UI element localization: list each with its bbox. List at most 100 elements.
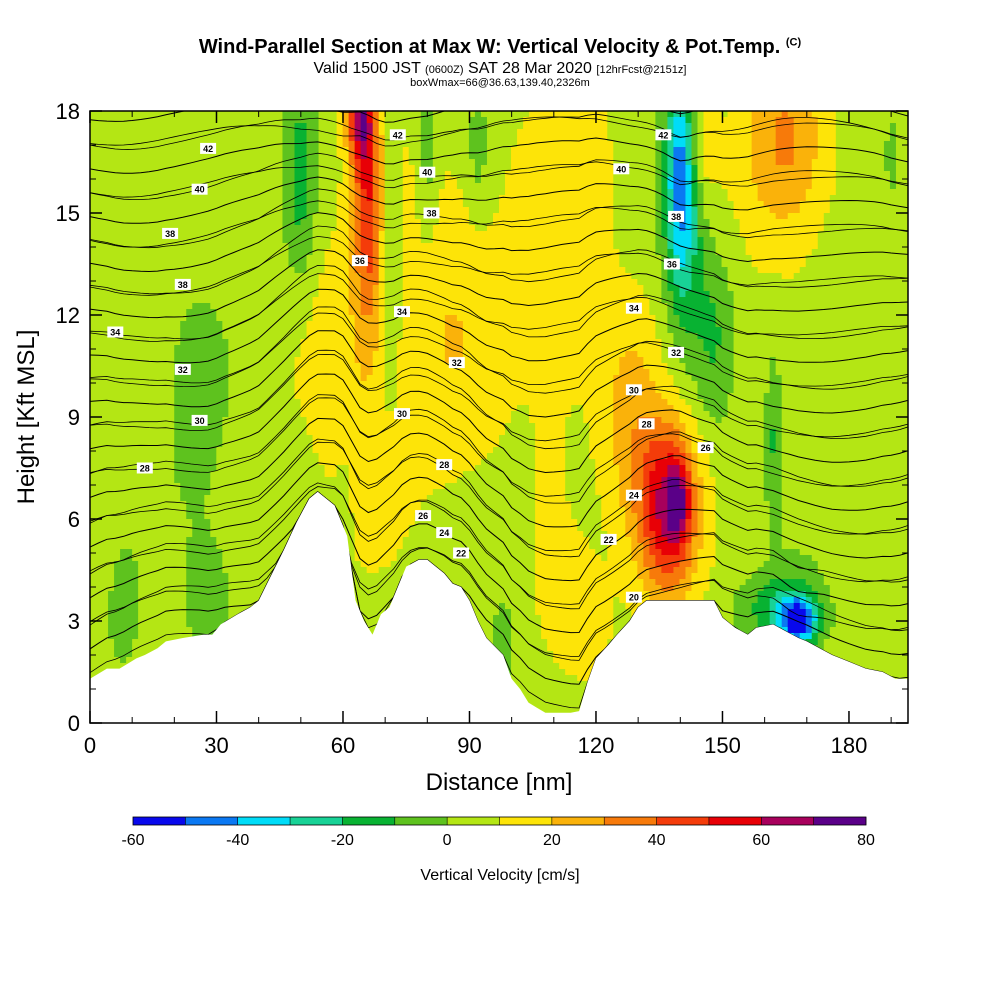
velocity-cell	[372, 315, 380, 322]
velocity-cell	[228, 147, 235, 154]
velocity-cell	[126, 279, 133, 286]
velocity-cell	[637, 111, 644, 118]
velocity-cell	[150, 291, 157, 298]
velocity-cell	[571, 267, 578, 274]
velocity-cell	[727, 297, 735, 304]
velocity-cell	[390, 225, 398, 232]
velocity-cell	[727, 183, 735, 190]
velocity-cell	[841, 291, 849, 298]
velocity-cell	[108, 177, 115, 184]
velocity-cell	[402, 111, 410, 118]
velocity-cell	[529, 255, 536, 262]
velocity-cell	[132, 189, 139, 196]
velocity-cell	[577, 117, 584, 124]
velocity-cell	[162, 195, 169, 202]
velocity-cell	[240, 207, 247, 214]
velocity-cell	[276, 261, 284, 268]
velocity-cell	[402, 159, 410, 166]
velocity-cell	[414, 267, 422, 274]
velocity-cell	[90, 243, 97, 250]
velocity-cell	[192, 261, 199, 268]
velocity-cell	[402, 177, 410, 184]
velocity-cell	[823, 213, 831, 220]
velocity-cell	[589, 255, 596, 262]
velocity-cell	[577, 171, 584, 178]
velocity-cell	[883, 129, 891, 136]
velocity-cell	[835, 243, 843, 250]
velocity-cell	[168, 147, 175, 154]
velocity-cell	[835, 303, 843, 310]
velocity-cell	[276, 147, 284, 154]
velocity-cell	[426, 111, 434, 118]
velocity-cell	[511, 237, 518, 244]
velocity-cell	[258, 147, 266, 154]
velocity-cell	[330, 303, 338, 310]
velocity-cell	[210, 255, 217, 262]
velocity-cell	[282, 291, 290, 298]
velocity-cell	[342, 321, 350, 328]
velocity-cell	[348, 183, 356, 190]
velocity-cell	[90, 279, 97, 286]
velocity-cell	[474, 219, 482, 226]
velocity-cell	[829, 189, 837, 196]
velocity-cell	[324, 201, 332, 208]
velocity-cell	[174, 213, 181, 220]
velocity-cell	[294, 291, 302, 298]
velocity-cell	[360, 177, 368, 184]
velocity-cell	[444, 123, 452, 130]
velocity-cell	[222, 315, 229, 322]
velocity-cell	[571, 279, 578, 286]
velocity-cell	[396, 201, 404, 208]
velocity-cell	[186, 153, 193, 160]
velocity-cell	[577, 219, 584, 226]
velocity-cell	[637, 291, 644, 298]
velocity-cell	[126, 147, 133, 154]
velocity-cell	[372, 273, 380, 280]
velocity-cell	[739, 189, 747, 196]
velocity-cell	[517, 237, 524, 244]
velocity-cell	[529, 315, 536, 322]
velocity-cell	[156, 219, 163, 226]
velocity-cell	[817, 243, 825, 250]
velocity-cell	[673, 147, 681, 154]
velocity-cell	[781, 213, 789, 220]
velocity-cell	[535, 225, 542, 232]
velocity-cell	[709, 165, 717, 172]
velocity-cell	[462, 183, 470, 190]
velocity-cell	[192, 123, 199, 130]
velocity-cell	[144, 231, 151, 238]
velocity-cell	[529, 297, 536, 304]
velocity-cell	[384, 291, 392, 298]
velocity-cell	[721, 309, 729, 316]
velocity-cell	[709, 315, 717, 322]
velocity-cell	[553, 285, 560, 292]
velocity-cell	[186, 255, 193, 262]
velocity-cell	[757, 129, 765, 136]
velocity-cell	[162, 117, 169, 124]
velocity-cell	[697, 159, 705, 166]
velocity-cell	[342, 279, 350, 286]
velocity-cell	[643, 285, 650, 292]
velocity-cell	[595, 147, 602, 154]
velocity-cell	[126, 111, 133, 118]
velocity-cell	[366, 261, 374, 268]
velocity-cell	[252, 315, 260, 322]
velocity-cell	[336, 285, 344, 292]
velocity-cell	[709, 111, 717, 118]
velocity-cell	[883, 255, 891, 262]
velocity-cell	[492, 291, 500, 298]
velocity-cell	[444, 117, 452, 124]
velocity-cell	[583, 297, 590, 304]
velocity-cell	[396, 267, 404, 274]
velocity-cell	[408, 231, 416, 238]
velocity-cell	[667, 315, 675, 322]
velocity-cell	[162, 273, 169, 280]
velocity-cell	[691, 135, 699, 142]
velocity-cell	[649, 195, 656, 202]
velocity-cell	[667, 123, 675, 130]
velocity-cell	[517, 135, 524, 142]
velocity-cell	[270, 129, 278, 136]
velocity-cell	[541, 315, 548, 322]
velocity-cell	[637, 153, 644, 160]
velocity-cell	[805, 141, 813, 148]
